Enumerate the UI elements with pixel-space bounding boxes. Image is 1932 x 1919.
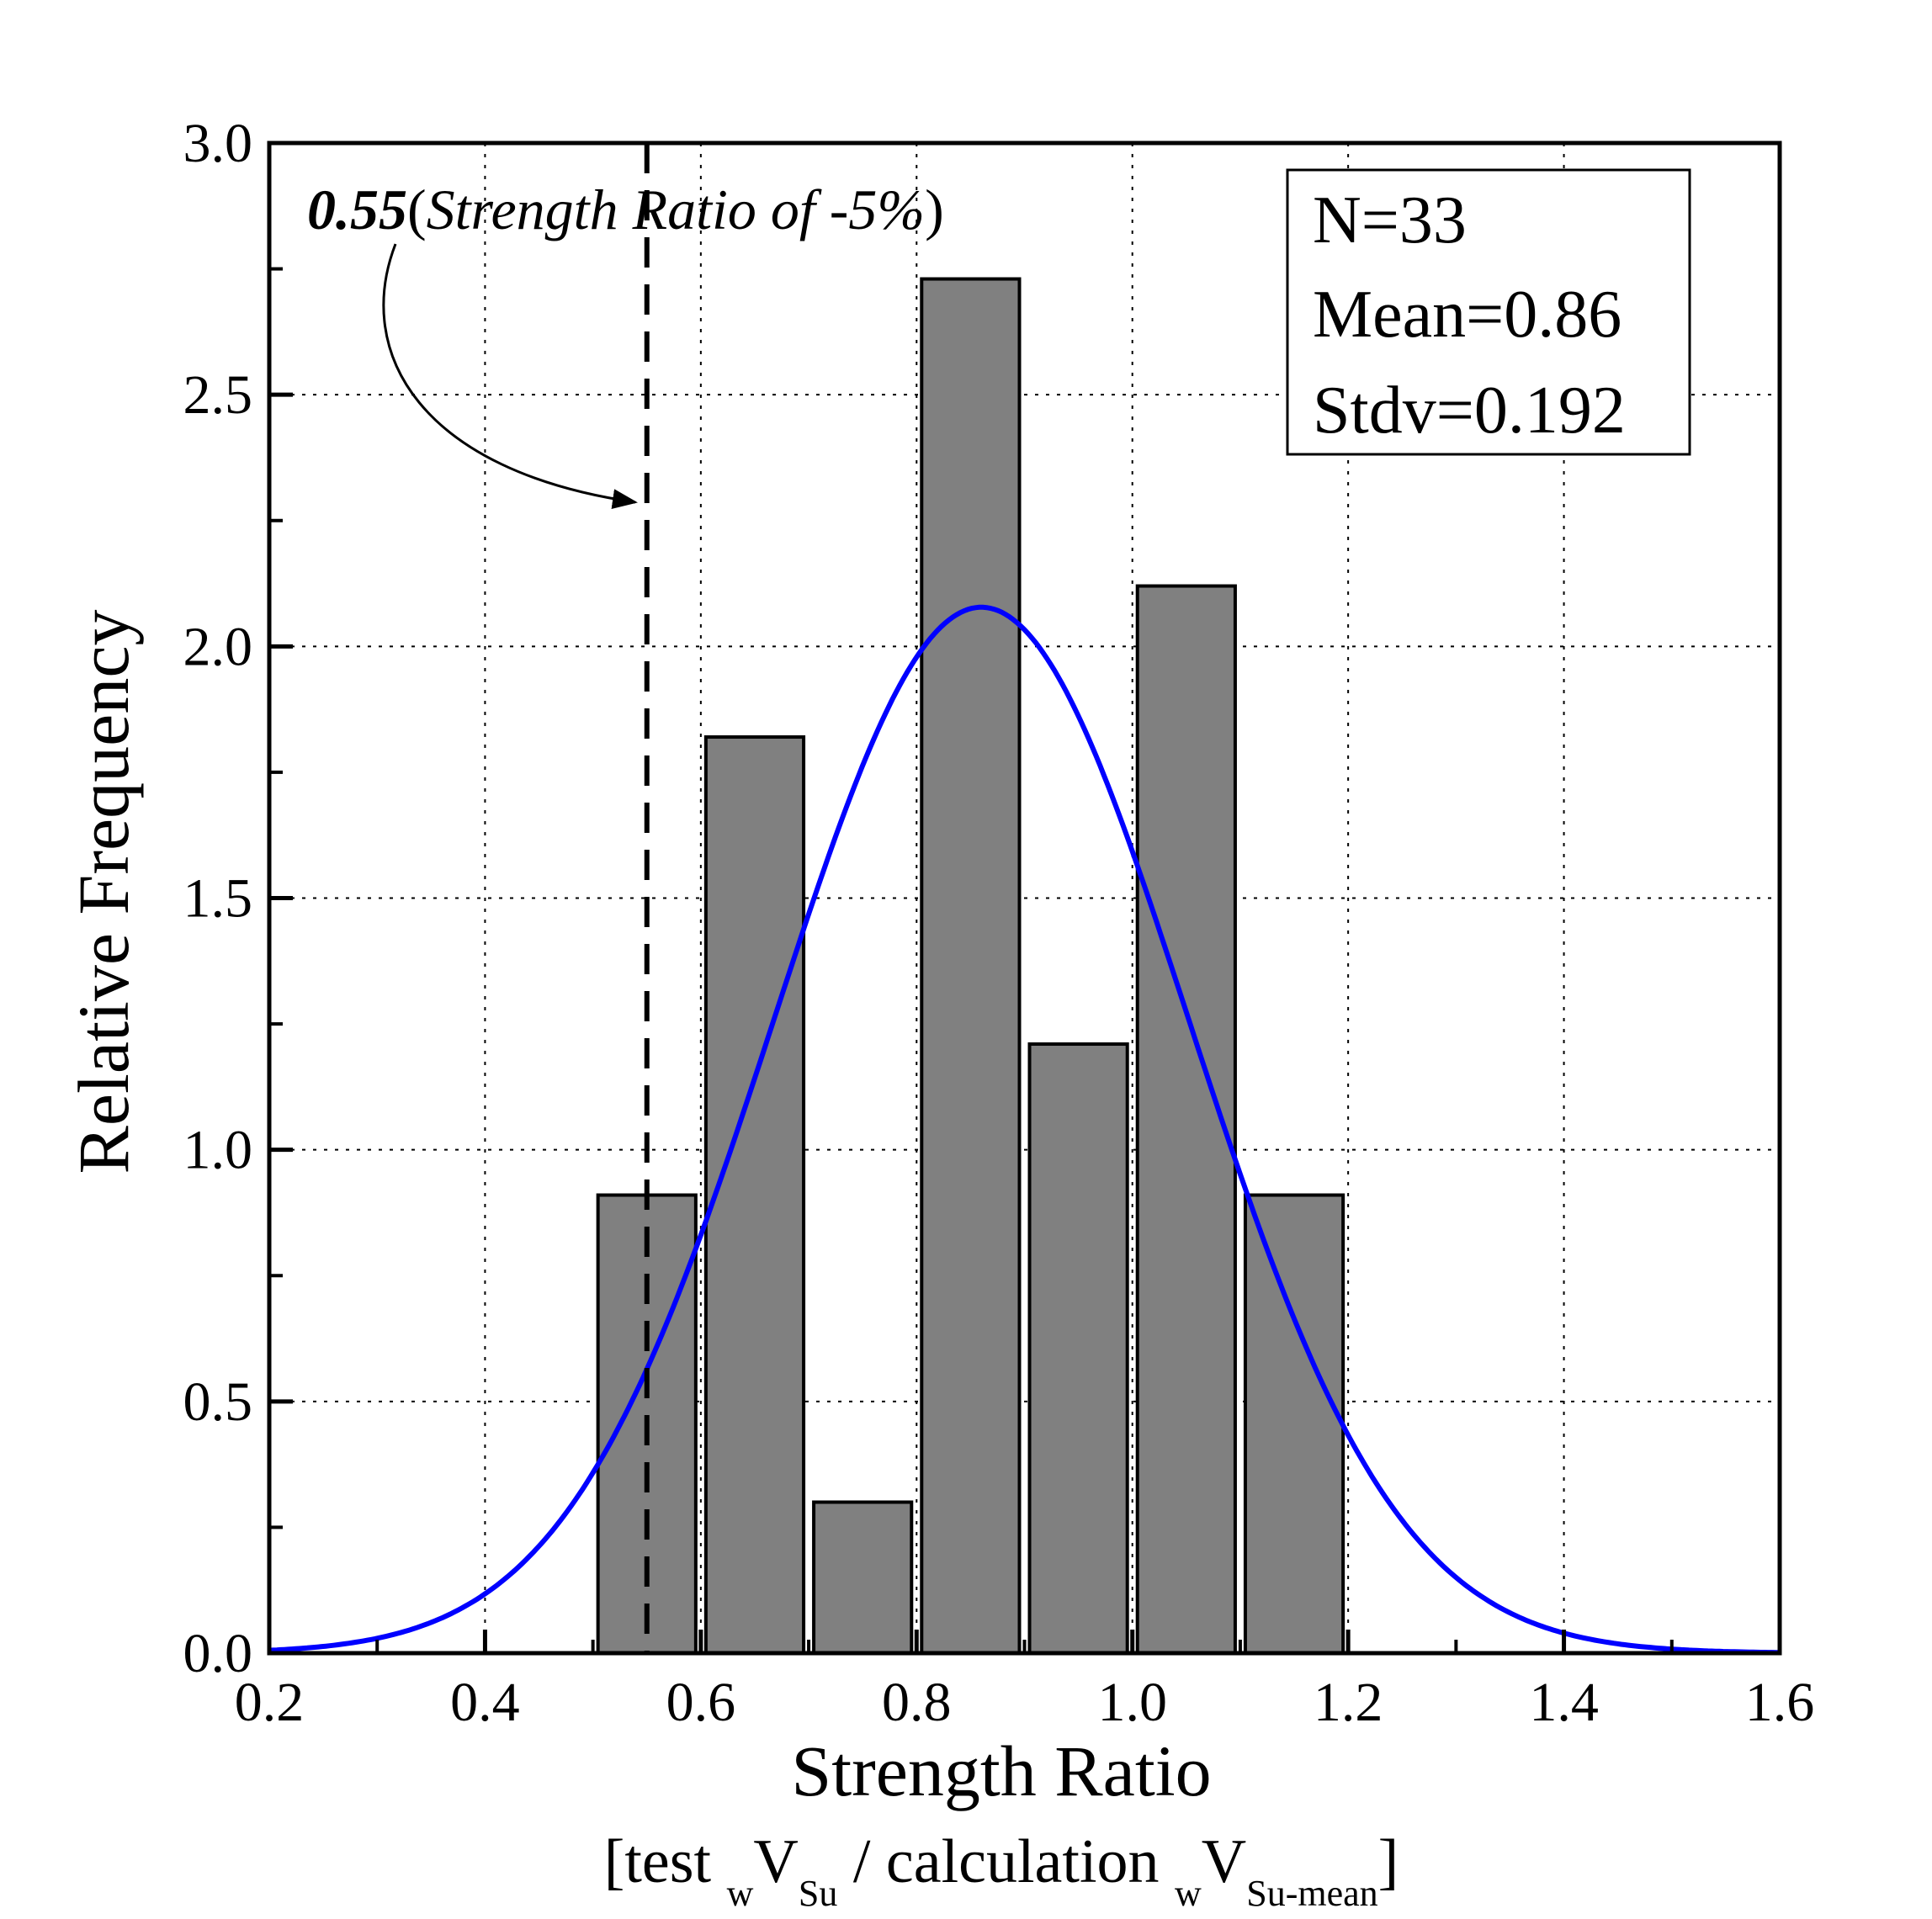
annotation-text: Strength Ratio of -5%	[427, 178, 925, 241]
histogram-bar	[1243, 1193, 1346, 1656]
y-tick-label: 3.0	[183, 113, 253, 174]
x-axis-title: Strength Ratio	[791, 1731, 1211, 1811]
y-tick-label: 1.0	[183, 1120, 253, 1181]
stats-stdv: Stdv=0.192	[1313, 374, 1626, 448]
reference-annotation: 0.55(Strength Ratio of -5%)	[307, 178, 944, 241]
subtitle-sym1: V	[753, 1827, 798, 1896]
y-tick-label: 0.0	[183, 1623, 253, 1684]
x-tick-label: 1.6	[1745, 1672, 1815, 1733]
subtitle-part2: / calculation	[837, 1827, 1175, 1896]
histogram-bar	[1135, 584, 1237, 1655]
stats-box	[1286, 168, 1691, 456]
subtitle-sub1: w	[727, 1873, 754, 1914]
x-tick-label: 0.8	[882, 1672, 952, 1733]
y-tick-label: 2.0	[183, 616, 253, 677]
subtitle-part1: test	[624, 1827, 726, 1896]
annotation-close-paren: )	[925, 178, 944, 241]
annotation-open-paren: (	[407, 178, 427, 241]
histogram-bar	[812, 1500, 914, 1655]
subtitle-sym2: V	[1202, 1827, 1246, 1896]
x-tick-label: 0.2	[235, 1672, 305, 1733]
histogram-bar	[920, 277, 1022, 1655]
axis-ticks	[267, 140, 1782, 1656]
x-axis-subtitle: [test wVSu / calculation wVSu-mean]	[604, 1827, 1399, 1914]
x-tick-label: 1.2	[1314, 1672, 1383, 1733]
tick-labels: 0.2 0.4 0.6 0.8 1.0 1.2 1.4 1.6 0.0 0.5 1.0 1.5 2.0 2…	[183, 113, 1815, 1733]
subtitle-sub4: Su-mean	[1246, 1873, 1377, 1914]
y-tick-label: 0.5	[183, 1371, 253, 1433]
histogram-bars	[596, 277, 1346, 1656]
x-tick-label: 0.6	[666, 1672, 736, 1733]
y-tick-label: 1.5	[183, 868, 253, 930]
subtitle-bracket-close: ]	[1378, 1827, 1399, 1896]
x-tick-label: 0.4	[450, 1672, 520, 1733]
x-tick-label: 1.4	[1529, 1672, 1599, 1733]
subtitle-sub2: Su	[799, 1873, 837, 1914]
annotation-value: 0.55	[307, 178, 407, 241]
y-tick-label: 2.5	[183, 364, 253, 426]
histogram-bar	[703, 735, 806, 1655]
normal-distribution-curve	[268, 604, 1781, 1656]
subtitle-bracket-open: [	[604, 1827, 625, 1896]
subtitle-sub3: w	[1175, 1873, 1202, 1914]
annotation-arrow	[382, 243, 638, 509]
stats-n: N=33	[1313, 183, 1467, 257]
stats-mean: Mean=0.86	[1313, 278, 1622, 352]
x-tick-label: 1.0	[1097, 1672, 1167, 1733]
histogram-bar	[1027, 1042, 1129, 1656]
y-axis-title: Relative Frequency	[63, 609, 144, 1174]
